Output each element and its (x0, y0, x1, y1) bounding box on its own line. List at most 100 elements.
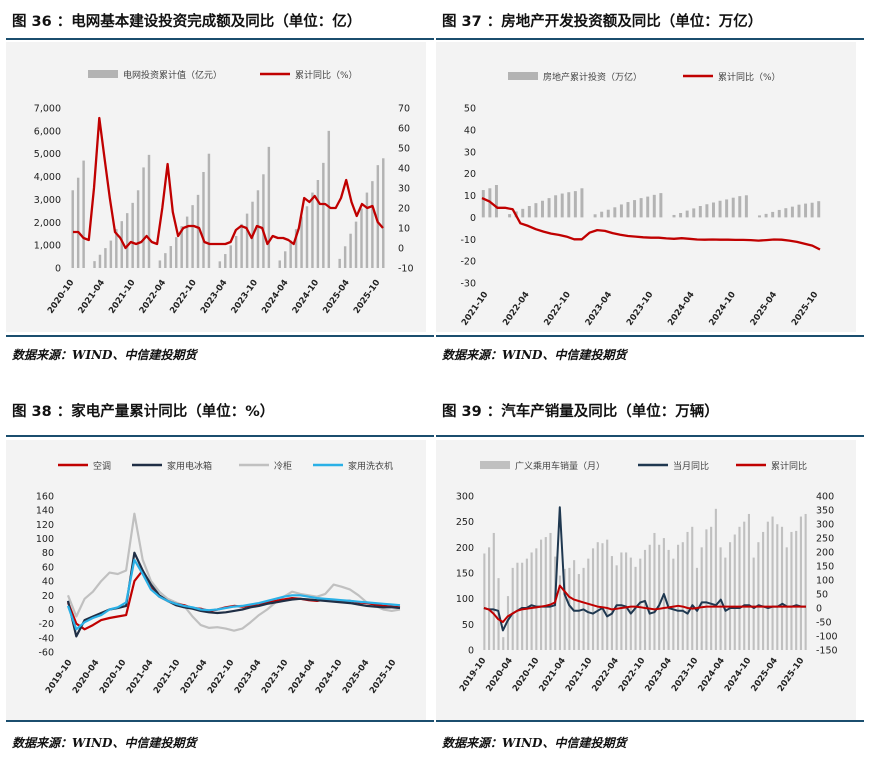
legend-label: 累计同比（%） (718, 71, 781, 83)
bar (705, 529, 708, 650)
y-right-tick-label: 250 (816, 534, 834, 545)
bar (147, 154, 151, 268)
y-tick-label: 100 (36, 534, 54, 545)
bar (573, 560, 576, 650)
bar (810, 202, 814, 218)
bar (534, 203, 538, 218)
bar (506, 596, 510, 650)
bar (679, 213, 683, 218)
bar (573, 191, 577, 218)
bar (136, 190, 140, 268)
y-right-tick-label: 400 (816, 492, 834, 503)
bar (610, 556, 613, 650)
bar (349, 233, 352, 268)
bar (207, 153, 211, 268)
series-line-yoy (73, 116, 384, 250)
chart-39: 广义乘用车销量（月） 当月同比 累计同比 0 50 100 150 200 250 300 -150… (456, 460, 838, 694)
bar (591, 548, 595, 650)
bar (104, 248, 107, 268)
y-left-tick-label: 150 (456, 569, 474, 580)
bar (516, 562, 519, 650)
bar (115, 229, 118, 268)
y-left-tick-label: 1,000 (34, 241, 61, 252)
bar (322, 162, 325, 268)
x-tick-label: 2025-10 (368, 658, 399, 696)
chart-36: 电网投资累计值（亿元） 累计同比（%） 0 1,000 2,000 3,000 4,000 5… (34, 69, 414, 316)
series-line (66, 512, 401, 632)
y-right-tick-label: 50 (816, 590, 828, 601)
bar (764, 213, 768, 218)
series-line (66, 558, 401, 631)
y-left-tick-label: 0 (55, 264, 61, 275)
bar (681, 542, 684, 650)
legend-label: 冷柜 (274, 460, 292, 472)
series-line-cumulative (483, 584, 806, 623)
chart-area: 电网投资累计值（亿元） 累计同比（%） 0 1,000 2,000 3,000 4,000 5… (6, 42, 426, 332)
y-right-tick-label: 0 (816, 604, 822, 615)
legend-swatch (88, 70, 118, 78)
y-left-tick-label: 200 (456, 543, 474, 554)
x-tick-label: 2021-10 (107, 278, 138, 316)
bar (218, 261, 222, 268)
bar (653, 532, 656, 650)
bar (620, 552, 623, 650)
bar (790, 206, 794, 218)
bar (93, 261, 96, 268)
bar (360, 208, 363, 268)
bar (601, 543, 604, 650)
bar (700, 547, 703, 650)
x-tick-label: 2025-10 (776, 656, 807, 694)
bar (262, 174, 265, 268)
y-tick-label: 40 (42, 577, 54, 588)
bar (600, 211, 604, 218)
bar (300, 216, 303, 268)
bar (728, 542, 732, 650)
bar (492, 532, 495, 650)
y-tick-label: -10 (460, 235, 476, 246)
x-tick-label: 2022-10 (168, 278, 199, 316)
bar (790, 531, 793, 650)
bar (568, 567, 571, 650)
bar (71, 190, 74, 268)
bar (606, 539, 609, 650)
bar (109, 240, 113, 268)
figure-title: 图 39 ：汽车产销量及同比（单位：万辆） (442, 404, 719, 420)
y-right-tick-label: 50 (398, 144, 410, 155)
legend-label: 广义乘用车销量（月） (515, 460, 605, 472)
bar (771, 516, 774, 650)
bar (191, 205, 194, 268)
panel-fig36: 图 36 ：电网基本建设投资完成额及同比（单位：亿） 电网投资累计值（亿元） 累计… (6, 0, 434, 375)
y-tick-label: -20 (460, 257, 476, 268)
y-tick-label: 30 (464, 147, 476, 158)
panel-fig38: 图 38 ：家电产量累计同比（单位：%） 空调 家用电冰箱 冷柜 家用洗衣机 -60 -4… (6, 390, 434, 763)
bar (511, 567, 514, 650)
bar (567, 192, 571, 218)
bar (606, 209, 610, 218)
bar (502, 637, 505, 650)
bar (712, 202, 715, 218)
bar (771, 211, 775, 218)
bar (731, 197, 735, 218)
y-tick-label: -40 (38, 633, 54, 644)
bar (554, 195, 558, 218)
bar (563, 568, 566, 650)
bar (316, 180, 320, 268)
y-right-tick-label: -50 (816, 618, 832, 629)
bar (508, 214, 512, 218)
y-left-tick-label: 4,000 (34, 172, 61, 183)
bar (527, 206, 531, 218)
bar (672, 214, 676, 218)
chart-area: 房地产累计投资（万亿） 累计同比（%） -30 -20 -10 0 10 20 30 40 50 20… (436, 42, 856, 332)
bar (725, 199, 729, 218)
data-source: 数据来源：WIND、中信建投期货 (12, 348, 197, 362)
legend-label: 电网投资累计值（亿元） (123, 69, 222, 81)
y-tick-label: 60 (42, 562, 54, 573)
bar (758, 215, 761, 218)
bar (667, 549, 670, 650)
y-tick-label: -60 (38, 648, 54, 659)
y-right-tick-label: 100 (816, 576, 834, 587)
bar (799, 516, 802, 650)
bar (596, 542, 599, 650)
y-left-tick-label: 2,000 (34, 218, 61, 229)
y-tick-label: 80 (42, 548, 54, 559)
